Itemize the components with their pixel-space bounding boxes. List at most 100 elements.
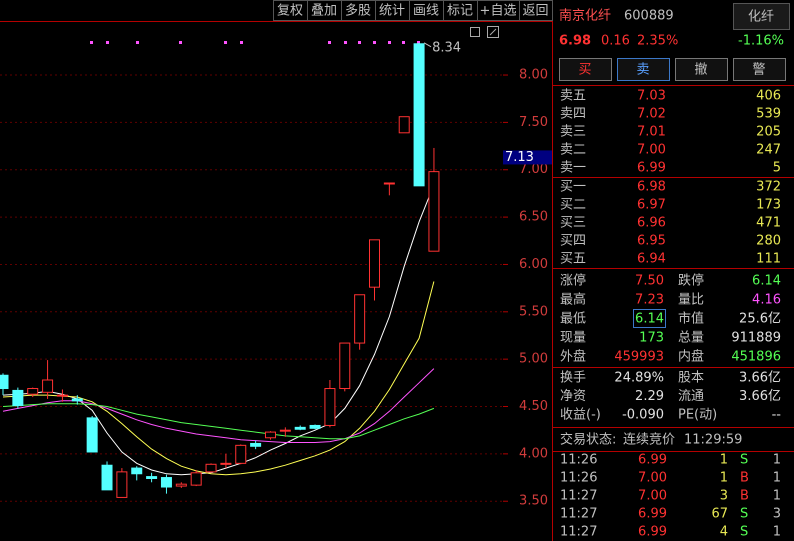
trade-count: 3 [773, 507, 781, 522]
trade-side: B [740, 471, 749, 486]
candle-body [86, 417, 98, 453]
candle-body [27, 388, 39, 395]
candle-body [398, 116, 410, 134]
candle-body [131, 467, 143, 475]
trade-button-label[interactable]: 警 [752, 62, 765, 78]
toolbar-label[interactable]: 标记 [447, 4, 473, 19]
trade-volume: 3 [720, 489, 728, 504]
toolbar-label[interactable]: 返回 [522, 4, 548, 19]
price-marker-label: 7.13 [505, 150, 534, 165]
book-price: 7.02 [637, 107, 666, 122]
book-price: 6.95 [637, 234, 666, 249]
candle-body [250, 442, 262, 447]
stat-label: 总量 [678, 331, 704, 346]
trade-time: 11:27 [560, 489, 597, 504]
trade-volume: 4 [720, 525, 728, 540]
book-label: 买一 [560, 180, 586, 195]
y-tick-label: 7.00 [519, 162, 548, 177]
book-label: 买四 [560, 234, 586, 249]
stat-value: 7.23 [635, 293, 664, 308]
fund-label: 净资 [560, 389, 586, 404]
candle-body [354, 294, 366, 344]
book-label: 卖三 [560, 125, 586, 140]
stat-label: 跌停 [678, 273, 704, 289]
fund-label: PE(动) [678, 408, 717, 423]
short-change: -1.16% [738, 34, 784, 49]
candle-body [279, 429, 291, 432]
book-volume: 205 [756, 125, 781, 140]
toolbar-label[interactable]: +自选 [480, 4, 517, 19]
y-tick-label: 7.50 [519, 115, 548, 130]
trade-button[interactable] [559, 58, 612, 81]
trade-count: 1 [773, 453, 781, 468]
stock-name: 南京化纤 [559, 8, 611, 24]
book-label: 卖五 [560, 89, 586, 104]
toolbar-label[interactable]: 统计 [379, 4, 405, 19]
book-price: 6.94 [637, 252, 666, 267]
y-tick-label: 4.00 [519, 446, 548, 461]
trade-side: S [740, 525, 748, 540]
candle-body [369, 239, 380, 288]
trade-button[interactable] [733, 58, 786, 81]
trade-time: 11:27 [560, 507, 597, 522]
stat-value: 459993 [614, 350, 664, 365]
trade-button[interactable] [675, 58, 728, 81]
price-change: 0.16 [601, 34, 630, 49]
toolbar-label[interactable]: 画线 [413, 4, 439, 19]
candle-body [339, 342, 351, 390]
fund-value: 2.29 [635, 389, 664, 404]
book-volume: 471 [756, 216, 781, 231]
price-marker-box [503, 150, 552, 165]
candle-body [205, 463, 217, 473]
candle-body [71, 398, 83, 402]
stat-highlight [633, 309, 666, 328]
stat-label: 内盘 [678, 349, 704, 365]
trade-button[interactable] [617, 58, 670, 81]
status-value: 连续竞价 [623, 432, 675, 448]
trade-count: 1 [773, 525, 781, 540]
stat-value: 173 [639, 331, 664, 346]
book-price: 6.99 [637, 161, 666, 176]
book-price: 6.98 [637, 180, 666, 195]
y-tick-label: 4.50 [519, 399, 548, 414]
trade-button-label[interactable]: 卖 [636, 63, 649, 78]
fund-label: 股本 [678, 371, 704, 386]
stock-code: 600889 [624, 9, 674, 24]
toolbar-button[interactable] [519, 0, 553, 21]
candle-body [220, 462, 232, 465]
fund-label: 收益(-) [560, 408, 601, 423]
book-label: 卖四 [560, 107, 586, 122]
fund-value: -- [772, 408, 782, 423]
trade-button-label[interactable]: 买 [578, 63, 591, 78]
book-volume: 280 [756, 234, 781, 249]
fund-value: 3.66亿 [739, 389, 781, 404]
candle-body [190, 472, 202, 486]
y-tick-label: 5.50 [519, 304, 548, 319]
y-tick-label: 5.00 [519, 352, 548, 367]
fund-label: 换手 [560, 371, 586, 386]
stat-label: 外盘 [560, 349, 586, 365]
short-name: 化纤 [748, 10, 774, 25]
trade-time: 11:26 [560, 453, 597, 468]
candle-body [146, 476, 158, 479]
trade-volume: 1 [720, 471, 728, 486]
moving-average [2, 403, 435, 440]
candle-body [413, 43, 425, 187]
candle-body [383, 182, 395, 185]
moving-average [2, 281, 435, 476]
top-dots [90, 41, 420, 44]
stat-label: 现量 [560, 331, 586, 346]
stat-value: 25.6亿 [739, 312, 781, 327]
high-pointer [423, 42, 432, 48]
trade-button-label[interactable]: 撤 [694, 62, 707, 78]
toolbar-label[interactable]: 多股 [345, 3, 371, 19]
candle-body [160, 477, 172, 488]
book-price: 7.01 [637, 125, 666, 140]
trade-side: S [740, 507, 748, 522]
toolbar-label[interactable]: 叠加 [311, 4, 337, 19]
candle-body [12, 389, 24, 407]
toolbar-label[interactable]: 复权 [277, 3, 303, 19]
trade-time: 11:27 [560, 525, 597, 540]
candle-body [42, 379, 54, 393]
